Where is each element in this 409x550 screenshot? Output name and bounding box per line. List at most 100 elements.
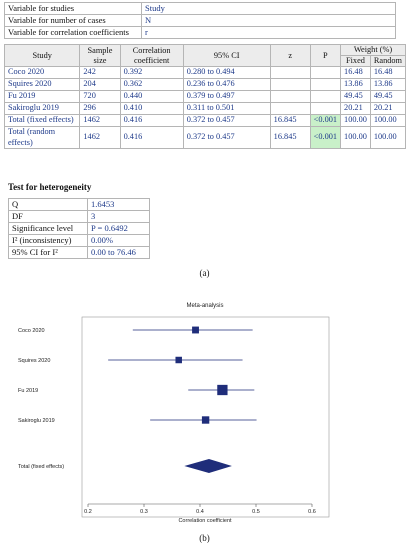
cell-study: Coco 2020 <box>3 66 81 79</box>
het-value: 1.6453 <box>87 198 150 211</box>
cell-fixed: 16.48 <box>340 66 371 79</box>
cell-fixed: 100.00 <box>340 114 371 127</box>
cell-n: 242 <box>79 66 121 79</box>
variables-row: Variable for studies Study <box>4 2 396 15</box>
caption-a: (a) <box>199 268 210 278</box>
heterogeneity-row: Significance level P = 0.6492 <box>8 222 150 235</box>
study-marker <box>192 326 199 334</box>
header-weight: Weight (%) <box>340 44 406 56</box>
cell-p: <0.001 <box>309 114 342 127</box>
caption-b: (b) <box>199 533 210 543</box>
study-label: Coco 2020 <box>18 328 45 334</box>
cell-z <box>269 90 311 103</box>
cell-ci: 0.280 to 0.494 <box>182 66 271 79</box>
cell-p <box>309 66 342 79</box>
het-label: I² (inconsistency) <box>8 234 88 247</box>
cell-random: 20.21 <box>369 102 407 115</box>
het-label: Q <box>8 198 88 211</box>
x-tick-label: 0.4 <box>196 509 204 515</box>
cell-p <box>309 78 342 91</box>
het-value: 3 <box>87 210 150 223</box>
study-marker <box>201 416 210 424</box>
cell-z: 16.845 <box>269 114 311 127</box>
header-random: Random <box>369 55 407 67</box>
header-ci: 95% CI <box>182 44 271 67</box>
study-label: Squires 2020 <box>18 358 50 364</box>
variables-row: Variable for number of cases N <box>4 14 396 27</box>
header-p: P <box>309 44 342 67</box>
cell-r: 0.410 <box>119 102 184 115</box>
cell-random: 13.86 <box>369 78 407 91</box>
variable-value: N <box>141 14 396 27</box>
cell-r: 0.440 <box>119 90 184 103</box>
table-row: Fu 2019 720 0.440 0.379 to 0.497 49.45 4… <box>3 90 407 103</box>
cell-ci: 0.236 to 0.476 <box>182 78 271 91</box>
cell-study: Total (random effects) <box>3 126 81 149</box>
chart-title: Meta-analysis <box>186 303 223 309</box>
cell-p: <0.001 <box>309 126 342 149</box>
table-row: Coco 2020 242 0.392 0.280 to 0.494 16.48… <box>3 66 407 79</box>
x-tick-label: 0.6 <box>308 509 316 515</box>
variables-table: Variable for studies Study Variable for … <box>4 2 396 39</box>
heterogeneity-row: 95% CI for I² 0.00 to 76.46 <box>8 246 150 259</box>
table-row: Total (random effects) 1462 0.416 0.372 … <box>3 126 407 149</box>
cell-fixed: 49.45 <box>340 90 371 103</box>
cell-fixed: 20.21 <box>340 102 371 115</box>
x-tick-label: 0.3 <box>140 509 148 515</box>
cell-n: 204 <box>79 78 121 91</box>
variable-label: Variable for studies <box>4 2 142 15</box>
study-marker <box>175 356 182 364</box>
het-value: 0.00 to 76.46 <box>87 246 150 259</box>
cell-z <box>269 102 311 115</box>
cell-r: 0.416 <box>119 126 184 149</box>
results-table: Study Sample size Correlation coefficien… <box>3 44 407 149</box>
header-z: z <box>269 44 311 67</box>
cell-n: 720 <box>79 90 121 103</box>
het-value: 0.00% <box>87 234 150 247</box>
variable-label: Variable for correlation coefficients <box>4 26 142 39</box>
het-value: P = 0.6492 <box>87 222 150 235</box>
study-marker <box>217 384 228 396</box>
cell-p <box>309 102 342 115</box>
table-row: Total (fixed effects) 1462 0.416 0.372 t… <box>3 114 407 127</box>
cell-study: Fu 2019 <box>3 90 81 103</box>
cell-n: 1462 <box>79 126 121 149</box>
cell-fixed: 13.86 <box>340 78 371 91</box>
cell-ci: 0.372 to 0.457 <box>182 114 271 127</box>
cell-z <box>269 66 311 79</box>
heterogeneity-row: Q 1.6453 <box>8 198 150 211</box>
cell-study: Sakiroglu 2019 <box>3 102 81 115</box>
cell-n: 296 <box>79 102 121 115</box>
header-correlation: Correlation coefficient <box>119 44 184 67</box>
cell-random: 100.00 <box>369 126 407 149</box>
forest-plot: Meta-analysis Coco 2020 Squires 2020 Fu 20… <box>18 303 330 524</box>
cell-n: 1462 <box>79 114 121 127</box>
het-label: DF <box>8 210 88 223</box>
variable-value: Study <box>141 2 396 15</box>
heterogeneity-table: Q 1.6453 DF 3 Significance level P = 0.6… <box>8 198 150 259</box>
cell-ci: 0.372 to 0.457 <box>182 126 271 149</box>
heterogeneity-row: DF 3 <box>8 210 150 223</box>
cell-r: 0.416 <box>119 114 184 127</box>
variable-label: Variable for number of cases <box>4 14 142 27</box>
variable-value: r <box>141 26 396 39</box>
table-row: Sakiroglu 2019 296 0.410 0.311 to 0.501 … <box>3 102 407 115</box>
cell-p <box>309 90 342 103</box>
variables-row: Variable for correlation coefficients r <box>4 26 396 39</box>
cell-random: 100.00 <box>369 114 407 127</box>
header-sample-size: Sample size <box>79 44 121 67</box>
cell-ci: 0.379 to 0.497 <box>182 90 271 103</box>
summary-label: Total (fixed effects) <box>18 464 64 470</box>
study-label: Fu 2019 <box>18 388 38 394</box>
cell-fixed: 100.00 <box>340 126 371 149</box>
cell-study: Total (fixed effects) <box>3 114 81 127</box>
heterogeneity-row: I² (inconsistency) 0.00% <box>8 234 150 247</box>
study-label: Sakiroglu 2019 <box>18 418 55 424</box>
cell-study: Squires 2020 <box>3 78 81 91</box>
cell-z: 16.845 <box>269 126 311 149</box>
header-study: Study <box>3 44 81 67</box>
cell-r: 0.362 <box>119 78 184 91</box>
x-tick-label: 0.2 <box>84 509 92 515</box>
cell-random: 49.45 <box>369 90 407 103</box>
x-axis-label: Correlation coefficient <box>178 518 232 524</box>
